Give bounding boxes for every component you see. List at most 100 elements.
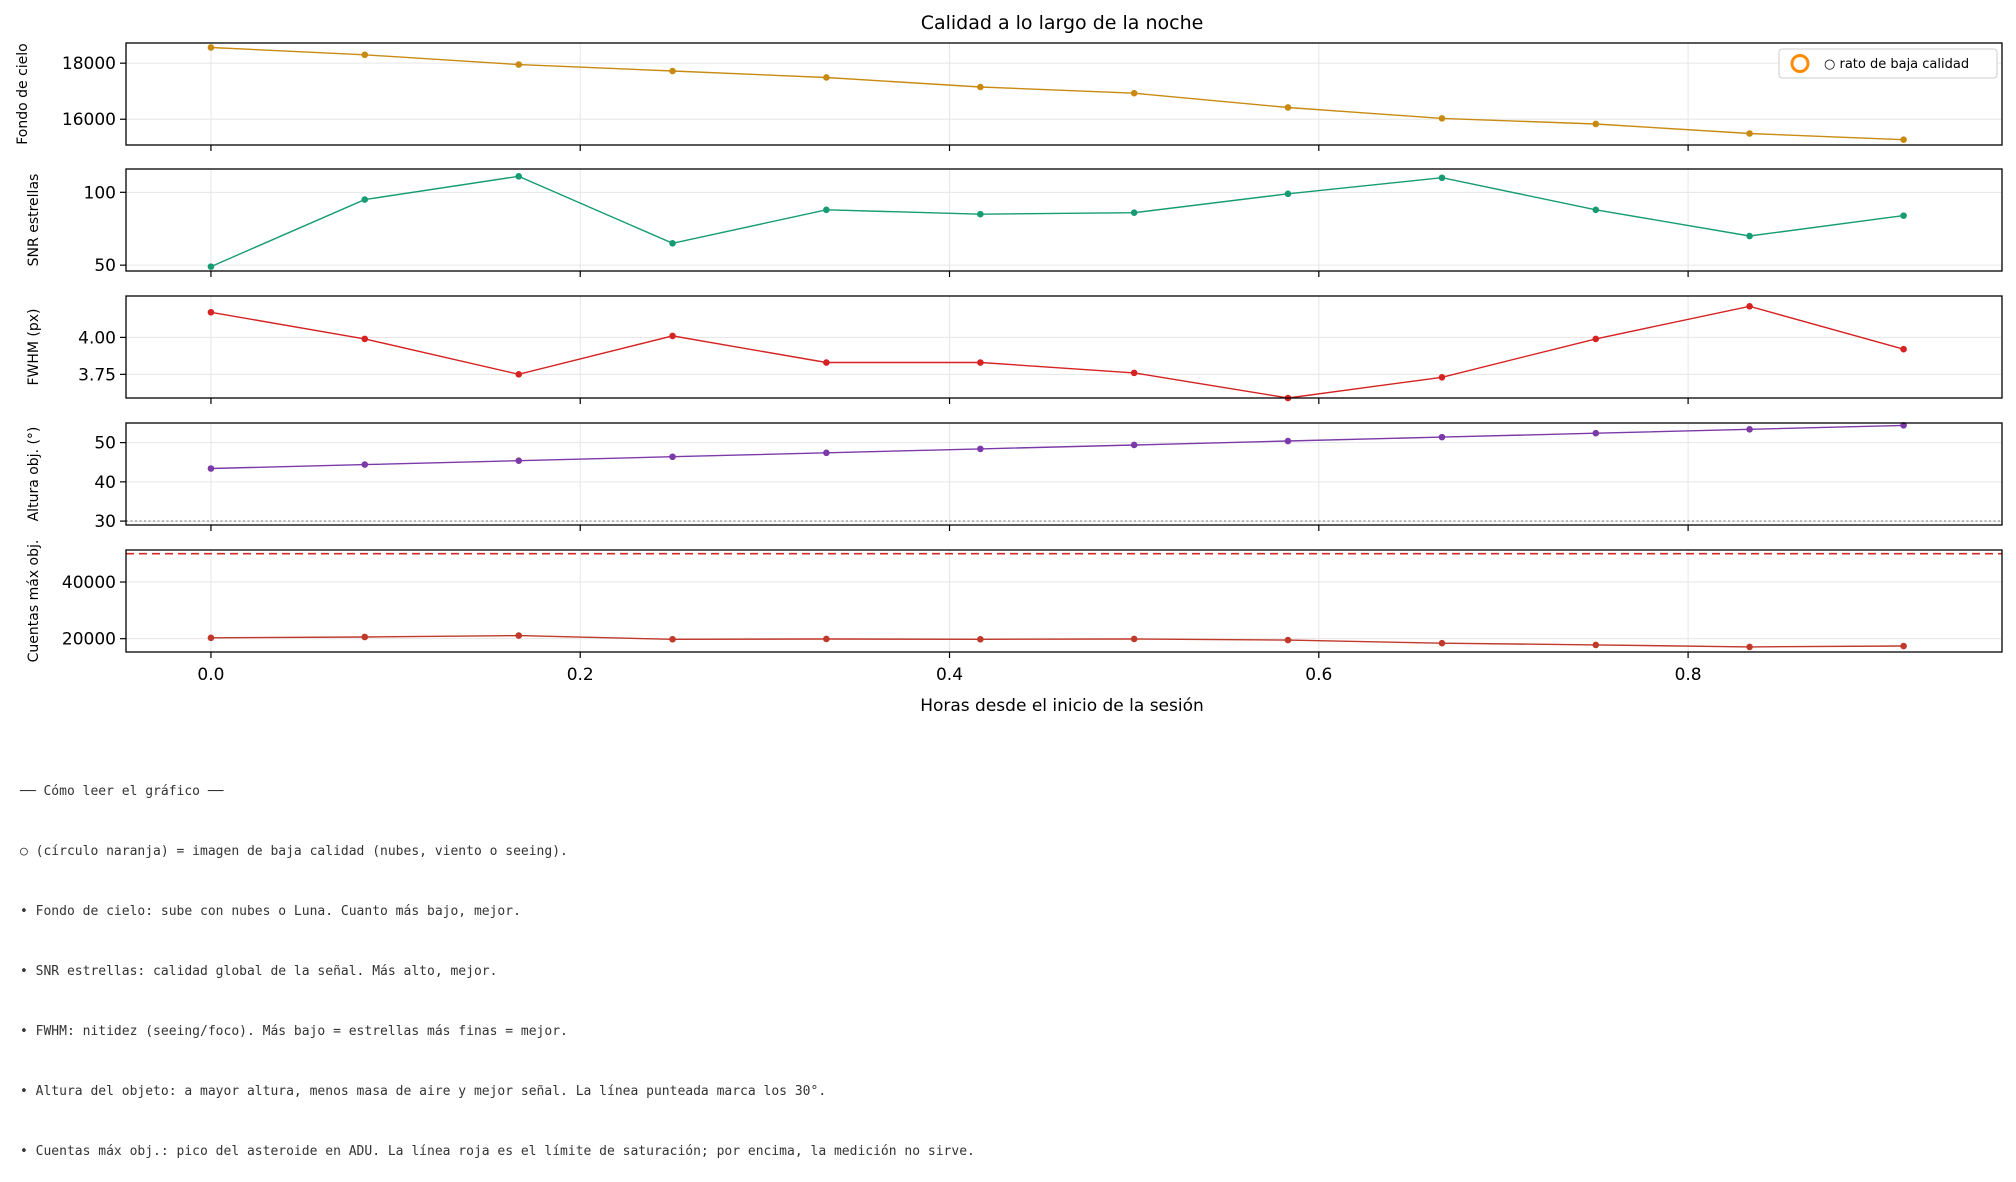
data-point xyxy=(977,210,984,218)
data-point xyxy=(1746,425,1753,433)
data-point xyxy=(669,453,676,461)
y-tick-label: 40000 xyxy=(62,573,116,593)
x-axis-label: Horas desde el inicio de la sesión xyxy=(920,696,1204,716)
y-tick-label: 30 xyxy=(94,512,116,532)
legend-label: ○ rato de baja calidad xyxy=(1824,57,1969,72)
guide-heading: ── Cómo leer el gráfico ── xyxy=(20,784,224,799)
legend: ○ rato de baja calidad xyxy=(1778,48,1998,79)
data-point xyxy=(515,172,523,180)
x-tick-label: 0.0 xyxy=(197,665,224,685)
data-point xyxy=(515,457,523,464)
data-point xyxy=(669,67,676,75)
data-point xyxy=(1130,635,1138,643)
chart-panels: 16000 18000 Fondo de cielo 50 100 SNR estrell… xyxy=(15,42,2003,663)
data-point xyxy=(1130,369,1138,377)
data-point xyxy=(1438,374,1446,381)
y-axis-label: Cuentas máx obj. xyxy=(26,540,42,663)
data-point xyxy=(823,635,830,643)
data-point xyxy=(1900,136,1907,143)
data-point xyxy=(1746,303,1753,310)
data-point xyxy=(207,465,215,472)
panel-3: 3.75 4.00 FWHM (px) xyxy=(26,295,2003,404)
panel-frame xyxy=(125,549,2003,653)
data-point xyxy=(823,206,830,214)
series-line xyxy=(210,175,1904,268)
y-axis-label: Altura obj. (°) xyxy=(26,427,42,522)
data-point xyxy=(1438,433,1446,441)
data-point xyxy=(1284,190,1292,198)
y-tick-label: 50 xyxy=(94,434,116,454)
data-point xyxy=(1900,642,1907,650)
data-point xyxy=(1130,89,1138,97)
guide-line-counts: • Cuentas máx obj.: pico del asteroide e… xyxy=(20,1144,975,1159)
panel-frame xyxy=(125,42,2003,146)
data-point xyxy=(1438,115,1446,122)
y-axis-label: FWHM (px) xyxy=(26,308,42,385)
data-point xyxy=(1746,643,1753,651)
x-axis: 0.0 0.2 0.4 0.6 0.8 xyxy=(197,665,1701,685)
data-point xyxy=(1900,212,1907,219)
panel-frame xyxy=(125,168,2003,272)
data-point xyxy=(1438,639,1446,647)
data-point xyxy=(977,635,984,643)
guide-line-marker: ○ (círculo naranja) = imagen de baja cal… xyxy=(20,844,568,859)
series-line xyxy=(210,424,1904,470)
data-point xyxy=(515,61,523,68)
data-point xyxy=(977,83,984,91)
guide-line-sky: • Fondo de cielo: sube con nubes o Luna.… xyxy=(20,904,521,919)
x-tick-label: 0.8 xyxy=(1675,665,1702,685)
data-point xyxy=(1284,636,1292,644)
series-line xyxy=(210,634,1904,648)
data-point xyxy=(823,449,830,457)
data-point xyxy=(207,308,215,316)
data-point xyxy=(1592,335,1600,343)
data-point xyxy=(361,633,369,641)
y-tick-label: 16000 xyxy=(62,110,116,130)
data-point xyxy=(1746,130,1753,137)
panel-1: 16000 18000 Fondo de cielo xyxy=(15,42,2003,151)
y-axis-label: Fondo de cielo xyxy=(15,43,31,145)
data-point xyxy=(361,461,369,468)
y-tick-label: 40 xyxy=(94,473,116,493)
reading-guide: ── Cómo leer el gráfico ── ○ (círculo na… xyxy=(20,742,975,1182)
panel-2: 50 100 SNR estrellas xyxy=(26,168,2003,277)
data-point xyxy=(361,335,369,343)
data-point xyxy=(1284,437,1292,445)
data-point xyxy=(361,51,369,59)
x-tick-label: 0.2 xyxy=(567,665,594,685)
data-point xyxy=(823,74,830,81)
data-point xyxy=(1592,429,1600,437)
data-point xyxy=(207,634,215,642)
y-tick-label: 18000 xyxy=(62,54,116,74)
series-line xyxy=(210,46,1904,141)
data-point xyxy=(207,44,215,51)
data-point xyxy=(515,632,523,639)
legend-box xyxy=(1778,48,1998,79)
x-tick-label: 0.6 xyxy=(1305,665,1332,685)
data-point xyxy=(1438,174,1446,182)
guide-line-fwhm: • FWHM: nitidez (seeing/foco). Más bajo … xyxy=(20,1024,568,1039)
panel-5: 20000 40000 Cuentas máx obj. xyxy=(26,540,2003,663)
data-point xyxy=(1130,209,1138,217)
data-point xyxy=(1284,104,1292,111)
y-tick-label: 100 xyxy=(84,183,116,203)
low-quality-marker-icon xyxy=(1790,54,1810,73)
y-tick-label: 50 xyxy=(94,256,116,276)
data-point xyxy=(361,196,369,203)
panel-4: 30 40 50 Altura obj. (°) xyxy=(26,422,2003,532)
panel-frame xyxy=(125,422,2003,526)
data-point xyxy=(1592,120,1600,128)
y-axis-label: SNR estrellas xyxy=(26,174,42,267)
data-point xyxy=(1592,206,1600,214)
x-tick-label: 0.4 xyxy=(936,665,963,685)
data-point xyxy=(823,359,830,366)
y-tick-label: 4.00 xyxy=(78,328,116,348)
data-point xyxy=(977,359,984,366)
data-point xyxy=(669,332,676,340)
data-point xyxy=(1746,232,1753,240)
data-point xyxy=(1592,641,1600,649)
data-point xyxy=(669,635,676,643)
data-point xyxy=(1900,422,1907,429)
y-tick-label: 20000 xyxy=(62,630,116,650)
guide-line-snr: • SNR estrellas: calidad global de la se… xyxy=(20,964,498,979)
